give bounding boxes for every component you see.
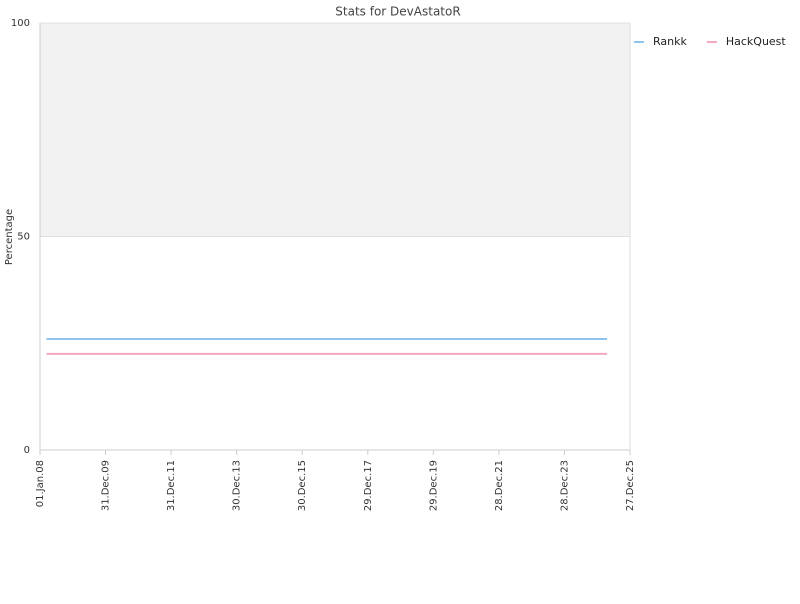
x-tick-label: 30.Dec.15 [297, 460, 308, 511]
x-tick-label: 29.Dec.19 [428, 460, 439, 511]
x-tick-label: 29.Dec.17 [363, 460, 374, 511]
x-tick-label: 31.Dec.11 [166, 460, 177, 511]
x-tick-label: 30.Dec.13 [232, 460, 243, 511]
chart-title: Stats for DevAstatoR [335, 5, 460, 19]
y-tick-label: 50 [17, 232, 30, 243]
y-tick-label: 0 [24, 445, 30, 456]
x-tick-label: 27.Dec.25 [625, 460, 636, 511]
x-tick-label: 31.Dec.09 [101, 460, 112, 511]
legend-label: Rankk [653, 35, 687, 48]
legend-label: HackQuest [726, 35, 787, 48]
plot-band [40, 23, 630, 237]
x-tick-label: 28.Dec.21 [494, 460, 505, 511]
x-tick-label: 01.Jan.08 [35, 460, 46, 507]
y-tick-label: 100 [11, 18, 30, 29]
y-axis-label: Percentage [4, 209, 15, 265]
x-tick-label: 28.Dec.23 [559, 460, 570, 511]
